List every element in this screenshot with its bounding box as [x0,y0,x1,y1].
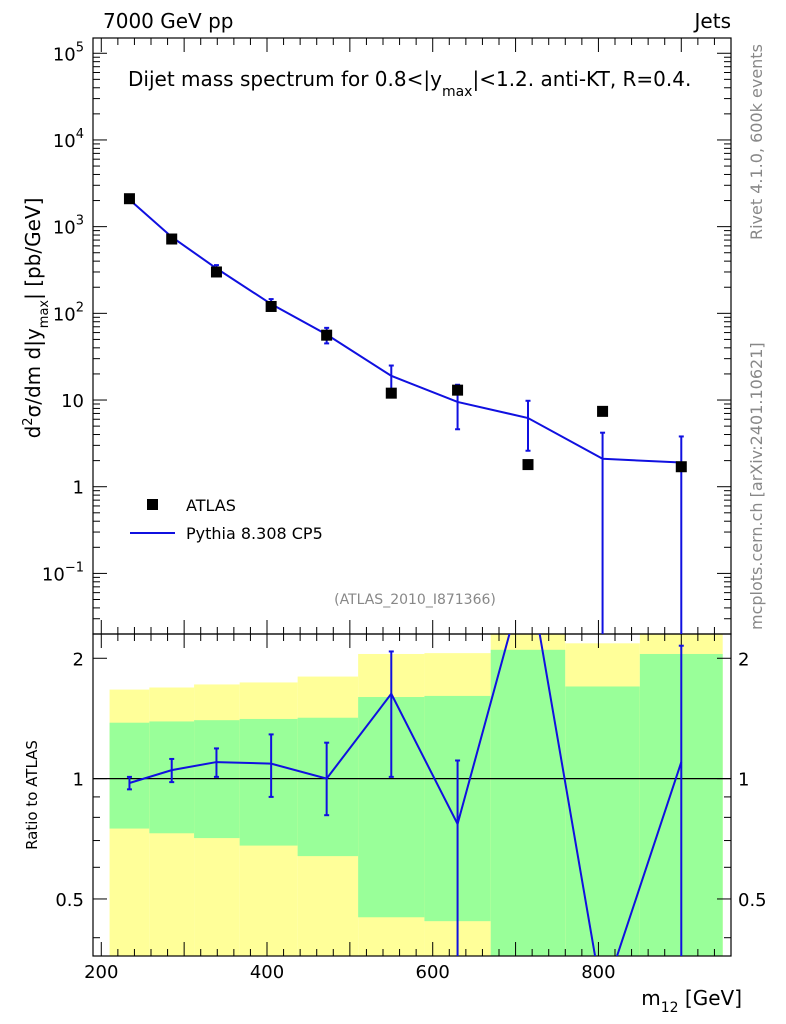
ylabel-part-sup: 2 [21,417,36,425]
ratio-y-tick-label-left-1: 1 [73,770,84,791]
main-y-tick-label-1: 104 [53,127,84,152]
data-point-2 [210,266,222,278]
mc-line [128,198,682,464]
data-point-9 [675,461,687,473]
data-point-6 [452,384,464,396]
main-y-tick-base-6: 10 [42,564,65,585]
xlabel-part-3: [GeV] [679,986,742,1010]
main-y-tick-base-0: 10 [53,44,76,65]
main-y-tick-label-6: 10−1 [42,560,84,585]
ratio-mc-series [126,634,684,956]
x-tick-label-200: 200 [84,962,118,983]
rivet-label: Rivet 4.1.0, 600k events [747,44,766,240]
chart-title: Dijet mass spectrum for 0.8<|ymax|<1.2. … [128,67,691,100]
main-y-tick-base-4: 10 [61,391,84,412]
ylabel-part-sub: max [37,300,52,329]
mcplots-label: mcplots.cern.ch [arXiv:2401.10621] [747,342,766,630]
ratio-y-tick-label-right-0: 2 [738,649,749,670]
legend: ATLAS Pythia 8.308 CP5 [130,496,323,543]
header-right-label: Jets [693,9,731,33]
x-axis-label: m12 [GeV] [641,986,742,1016]
main-y-tick-label-4: 10 [61,391,84,412]
ratio-bands [109,634,723,956]
legend-atlas-marker [147,499,158,510]
main-y-tick-label-2: 103 [53,214,84,239]
main-y-tick-label-3: 102 [53,300,84,325]
x-tick-label-600: 600 [416,962,450,983]
analysis-id: (ATLAS_2010_I871366) [334,592,496,608]
legend-pythia-label: Pythia 8.308 CP5 [186,524,323,543]
band-inner-7 [490,649,566,956]
ratio-y-axis-label: Ratio to ATLAS [23,740,41,850]
main-y-tick-base-1: 10 [53,131,76,152]
main-y-tick-label-0: 105 [53,40,84,65]
ratio-frame [92,633,732,957]
band-inner-0 [109,722,150,829]
main-y-tick-exp-0: 5 [76,40,84,55]
xlabel-part-1: m [641,986,660,1010]
data-point-4 [321,329,333,341]
title-part-1: Dijet mass spectrum for 0.8<|y [128,67,442,91]
main-mc-series [126,197,684,634]
data-point-3 [265,300,277,312]
main-frame [92,37,732,635]
main-y-tick-base-5: 1 [73,478,84,499]
main-y-tick-base-2: 10 [53,218,76,239]
ratio-y-tick-label-left-0: 2 [73,649,84,670]
header-left-label: 7000 GeV pp [103,9,234,33]
data-point-1 [166,233,178,245]
main-y-tick-exp-2: 3 [76,214,84,229]
data-point-0 [123,193,135,205]
ylabel-part-1: d [21,426,45,439]
data-point-5 [385,387,397,399]
band-inner-8 [565,686,640,956]
legend-atlas-label: ATLAS [186,496,236,515]
band-inner-3 [239,718,298,846]
xlabel-part-sub: 12 [661,1000,679,1016]
data-point-7 [522,459,534,471]
main-y-tick-exp-1: 4 [76,127,84,142]
main-y-tick-base-3: 10 [53,304,76,325]
band-inner-4 [297,717,359,857]
main-y-axis-label: d2σ/dm d|ymax| [pb/GeV] [21,198,52,439]
ratio-line [129,634,683,956]
ratio-y-tick-label-right-2: 0.5 [738,890,767,911]
data-point-8 [597,405,609,417]
title-part-sub: max [442,84,473,100]
ratio-y-tick-label-right-1: 1 [738,770,749,791]
main-y-tick-exp-6: −1 [65,560,84,575]
x-tick-label-800: 800 [581,962,615,983]
ylabel-part-3: σ/dm d|y [21,328,45,417]
ratio-y-tick-label-left-2: 0.5 [55,890,84,911]
ylabel-part-5: | [pb/GeV] [21,198,45,300]
main-y-tick-label-5: 1 [73,478,84,499]
x-tick-label-400: 400 [250,962,284,983]
main-y-tick-exp-3: 2 [76,300,84,315]
title-part-3: |<1.2. anti-KT, R=0.4. [472,67,691,91]
